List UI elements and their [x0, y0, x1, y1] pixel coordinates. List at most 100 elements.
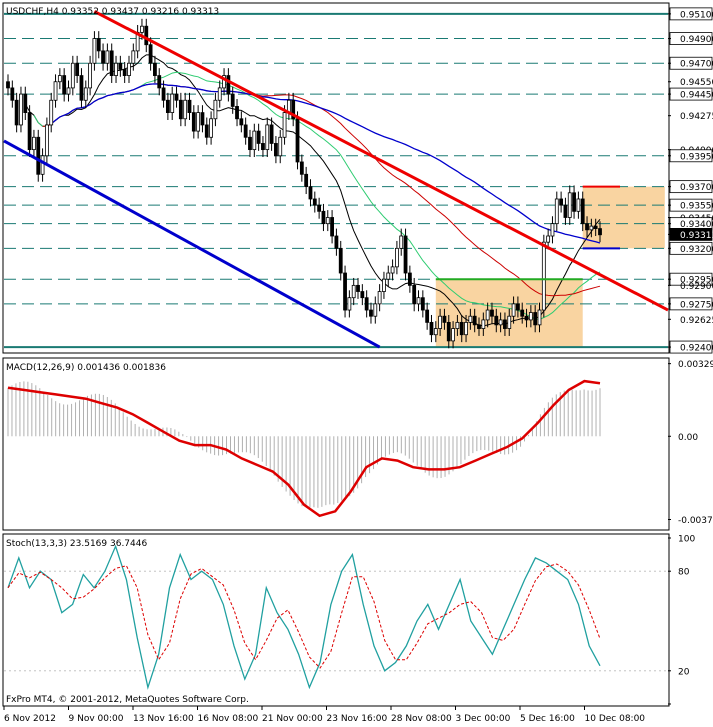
candle-body	[572, 192, 576, 212]
candle-body	[261, 143, 265, 151]
macd-tick-label: 0.00	[678, 433, 698, 443]
macd-panel-frame	[2, 357, 670, 531]
candle-body	[222, 75, 226, 89]
time-tick-label: 3 Dec 00:00	[456, 714, 511, 724]
candle-body	[511, 303, 516, 317]
candle-body	[321, 210, 326, 225]
candle-body	[485, 309, 490, 321]
candle-body	[304, 173, 309, 188]
candle-body	[554, 198, 559, 225]
candle-body	[131, 50, 136, 64]
macd-tick-label: -0.00377	[678, 516, 713, 526]
time-axis: 6 Nov 2012 9 Nov 00:00 13 Nov 16:00 16 Nov …	[3, 706, 646, 724]
candle-body	[40, 155, 45, 175]
candle-body	[312, 198, 317, 206]
consolidation-box-high	[582, 186, 665, 249]
candle-body	[347, 297, 352, 311]
candle-body	[481, 319, 486, 329]
candle-body	[127, 62, 131, 76]
stoch-panel-frame	[2, 533, 670, 707]
candle-body	[101, 50, 105, 64]
candle-body	[416, 297, 421, 305]
stoch-panel: 100 80 20	[4, 535, 695, 705]
candle-body	[580, 198, 585, 225]
candle-body	[256, 130, 261, 144]
time-tick-label: 23 Nov 16:00	[327, 714, 388, 724]
candle-body	[338, 247, 343, 274]
copyright-text: FxPro MT4, © 2001-2012, MetaQuotes Softw…	[6, 695, 249, 705]
candle-body	[62, 75, 67, 95]
candle-body	[468, 315, 473, 323]
trend-line-blue	[3, 139, 381, 349]
price-tick-label: 0.92625	[680, 316, 713, 326]
time-tick-label: 9 Nov 00:00	[69, 714, 124, 724]
candle-body	[528, 312, 533, 321]
candle-body	[386, 272, 391, 280]
candle-body	[27, 112, 32, 151]
candle-body	[507, 315, 512, 329]
stoch-tick-label: 80	[678, 568, 690, 578]
moving-average-slow-blue	[50, 83, 601, 244]
candle-body	[239, 118, 244, 126]
candle-body	[369, 309, 373, 317]
candle-body	[593, 225, 598, 229]
time-tick-label: 6 Nov 2012	[4, 714, 56, 724]
candle-body	[153, 62, 157, 76]
candle-body	[438, 315, 443, 329]
candle-body	[200, 112, 205, 126]
candle-body	[317, 204, 322, 212]
price-chart-title: USDCHF,H4 0.93352 0.93437 0.93216 0.9331…	[6, 7, 219, 17]
stoch-tick-label: 20	[678, 667, 690, 677]
candle-body	[213, 99, 218, 120]
candle-body	[44, 124, 49, 157]
candle-body	[204, 124, 209, 138]
candle-body	[148, 44, 153, 64]
time-tick-label: 10 Dec 08:00	[585, 714, 646, 724]
candle-body	[19, 93, 23, 126]
time-tick-label: 5 Dec 16:00	[520, 714, 575, 724]
candle-body	[174, 93, 179, 101]
candle-body	[53, 81, 58, 101]
candle-body	[278, 136, 283, 157]
candle-body	[235, 106, 239, 120]
candle-body	[178, 99, 183, 120]
candle-body	[520, 309, 525, 317]
time-tick-label: 16 Nov 08:00	[198, 714, 259, 724]
candle-body	[373, 303, 378, 317]
candle-body	[546, 235, 551, 243]
candle-body	[360, 291, 365, 299]
time-tick-label: 21 Nov 00:00	[262, 714, 323, 724]
candle-body	[161, 87, 166, 101]
candle-body	[10, 87, 15, 101]
stoch-title: Stoch(13,3,3) 23.5169 36.7446	[6, 539, 147, 549]
price-tick-label: 0.94275	[680, 112, 713, 122]
candle-body	[576, 198, 581, 212]
candle-body	[217, 87, 222, 101]
candle-body	[585, 223, 589, 231]
candle-body	[377, 291, 382, 305]
candle-body	[515, 303, 520, 311]
candle-body	[209, 118, 213, 138]
time-tick-label: 13 Nov 16:00	[133, 714, 194, 724]
candle-body	[356, 284, 360, 292]
candle-body	[49, 99, 54, 126]
candle-body	[533, 312, 538, 326]
candle-body	[70, 62, 75, 89]
stoch-tick-label: 100	[678, 535, 695, 545]
candle-body	[563, 204, 568, 218]
candle-body	[442, 315, 447, 323]
stoch-main-line	[7, 544, 601, 690]
candle-body	[459, 321, 464, 336]
candle-body	[83, 87, 88, 101]
price-panel-frame	[2, 2, 670, 354]
candle-body	[433, 328, 438, 336]
candle-body	[364, 297, 369, 311]
